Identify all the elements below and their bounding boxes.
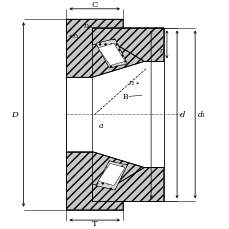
Text: T: T — [91, 220, 97, 227]
Polygon shape — [66, 20, 144, 78]
Polygon shape — [98, 164, 125, 186]
Polygon shape — [92, 28, 163, 62]
Text: r₃: r₃ — [72, 32, 78, 40]
Text: d₁: d₁ — [197, 111, 205, 119]
Text: r₁: r₁ — [159, 47, 165, 55]
Polygon shape — [95, 161, 127, 190]
Text: r₂: r₂ — [128, 78, 134, 86]
Polygon shape — [66, 152, 144, 210]
Text: a: a — [99, 121, 103, 129]
Text: d: d — [179, 111, 185, 119]
Text: D: D — [11, 111, 18, 119]
Polygon shape — [92, 168, 163, 202]
Text: C: C — [91, 1, 98, 9]
Text: r₄: r₄ — [83, 22, 90, 30]
Text: B: B — [122, 93, 127, 101]
Polygon shape — [95, 40, 127, 69]
Polygon shape — [98, 44, 125, 66]
